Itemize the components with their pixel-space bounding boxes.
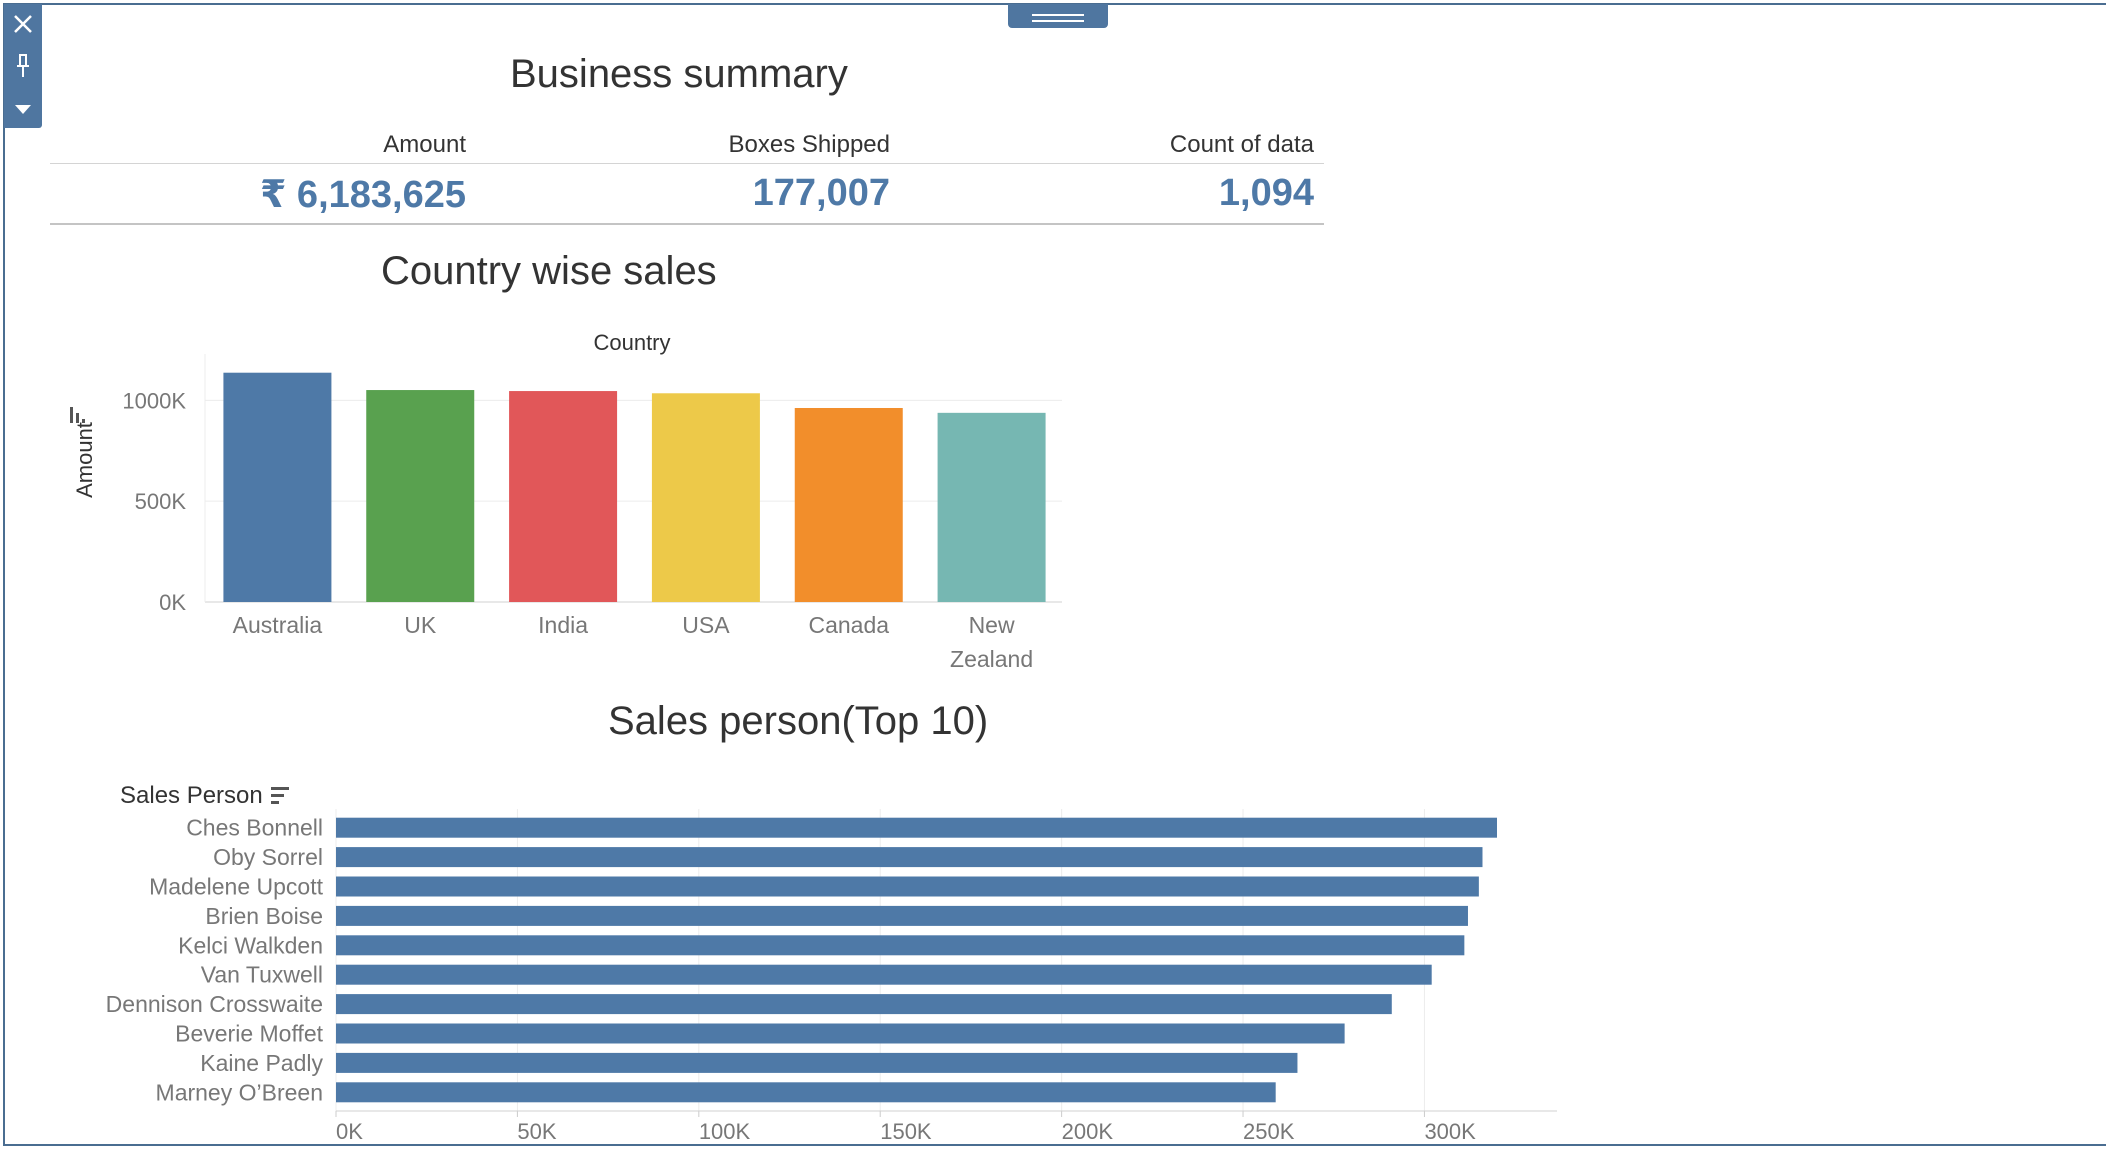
- x-tick-label: UK: [404, 612, 437, 638]
- x-tick-label: 250K: [1243, 1119, 1295, 1144]
- bar-row: [336, 994, 1392, 1015]
- floating-toolbar: [4, 4, 42, 128]
- x-tick-label: 100K: [699, 1119, 751, 1144]
- bar-row: [336, 1082, 1276, 1103]
- x-tick-label: Zealand: [950, 646, 1033, 672]
- pin-icon[interactable]: [4, 48, 42, 84]
- row-label: Brien Boise: [205, 903, 323, 929]
- dropdown-arrow-icon[interactable]: [4, 92, 42, 128]
- x-tick-label: 300K: [1424, 1119, 1476, 1144]
- bar-row: [336, 905, 1468, 926]
- bar-row: [336, 1052, 1298, 1073]
- kpi-bottom-divider: [50, 223, 1324, 225]
- country-column-header: Country: [593, 330, 670, 355]
- sort-descending-icon: [271, 787, 289, 804]
- bar-uk: [366, 390, 475, 602]
- bar-row: [336, 817, 1497, 838]
- x-tick-label: USA: [682, 612, 730, 638]
- bar-row: [336, 847, 1483, 868]
- bar-row: [336, 935, 1465, 956]
- x-tick-label: New: [969, 612, 1015, 638]
- bar-australia: [223, 372, 332, 602]
- y-tick-label: 1000K: [122, 388, 186, 413]
- x-tick-label: Australia: [233, 612, 323, 638]
- x-tick-label: 0K: [336, 1119, 363, 1144]
- bar-row: [336, 1023, 1345, 1044]
- country-chart-title: Country wise sales: [381, 249, 717, 293]
- bar-canada: [794, 407, 903, 602]
- count-header: Count of data: [1169, 131, 1314, 158]
- x-tick-label: India: [538, 612, 588, 638]
- x-tick-label: Canada: [808, 612, 889, 638]
- summary-title: Business summary: [510, 52, 848, 96]
- bar-row: [336, 876, 1479, 897]
- row-label: Van Tuxwell: [201, 962, 323, 988]
- amount-value: ₹ 6,183,625: [259, 174, 466, 216]
- y-axis-label: Amount: [72, 422, 97, 498]
- boxes-shipped-value: 177,007: [752, 172, 890, 214]
- row-header: Sales Person: [120, 782, 263, 809]
- x-tick-label: 50K: [517, 1119, 556, 1144]
- country-chart: Country 0K 500K 1000K Amount Australia UK India…: [70, 330, 1062, 672]
- sort-icon: [70, 407, 85, 423]
- sales-chart: Sales Person 0K 50K 100K 150K 200K 250K 300K Che…: [106, 782, 1557, 1144]
- amount-header: Amount: [383, 131, 466, 158]
- kpi-divider: [50, 163, 1324, 164]
- y-tick-label: 500K: [135, 489, 187, 514]
- close-icon[interactable]: [4, 6, 42, 42]
- bar-india: [509, 391, 618, 602]
- x-tick-label: 200K: [1062, 1119, 1114, 1144]
- sales-chart-title: Sales person(Top 10): [608, 699, 989, 743]
- x-tick-label: 150K: [880, 1119, 932, 1144]
- row-label: Beverie Moffet: [175, 1021, 323, 1047]
- bar-usa: [651, 393, 760, 602]
- row-label: Marney O’Breen: [156, 1079, 323, 1105]
- row-label: Kaine Padly: [200, 1050, 323, 1076]
- y-tick-label: 0K: [159, 590, 186, 615]
- bar-row: [336, 964, 1432, 985]
- row-label: Madelene Upcott: [149, 874, 323, 900]
- drag-handle[interactable]: [1008, 4, 1108, 28]
- boxes-shipped-header: Boxes Shipped: [728, 131, 890, 158]
- row-label: Oby Sorrel: [213, 844, 323, 870]
- row-label: Kelci Walkden: [178, 932, 323, 958]
- row-label: Ches Bonnell: [186, 815, 323, 841]
- bar-new-zealand: [937, 412, 1046, 602]
- row-label: Dennison Crosswaite: [106, 991, 323, 1017]
- count-value: 1,094: [1218, 172, 1314, 214]
